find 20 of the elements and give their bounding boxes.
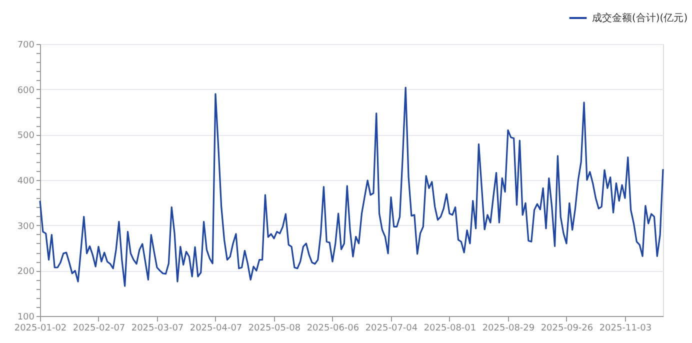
x-tick-label: 2025-08-29 [482,324,535,334]
x-tick-label: 2025-05-08 [248,324,301,334]
line-series [39,86,664,287]
y-tick-label: 400 [17,176,35,186]
y-tick-label: 500 [17,131,35,142]
y-tick-label: 200 [17,267,35,278]
x-tick-label: 2025-07-04 [365,324,418,334]
x-tick-label: 2025-06-06 [306,324,360,334]
x-tick-label: 2025-08-01 [424,324,476,334]
legend-label: 成交金额(合计)(亿元) [592,12,688,24]
x-tick-label: 2025-01-02 [14,324,67,334]
x-tick-label: 2025-04-07 [190,324,242,334]
y-tick-label: 300 [17,222,35,232]
y-tick-label: 700 [17,40,35,50]
x-tick-label: 2025-02-07 [72,324,126,334]
x-tick-label: 2025-03-07 [131,324,184,334]
y-tick-label: 600 [17,86,35,96]
x-tick-label: 2025-09-26 [540,324,594,334]
x-tick-label: 2025-11-03 [599,324,652,334]
y-tick-label: 100 [17,312,35,322]
